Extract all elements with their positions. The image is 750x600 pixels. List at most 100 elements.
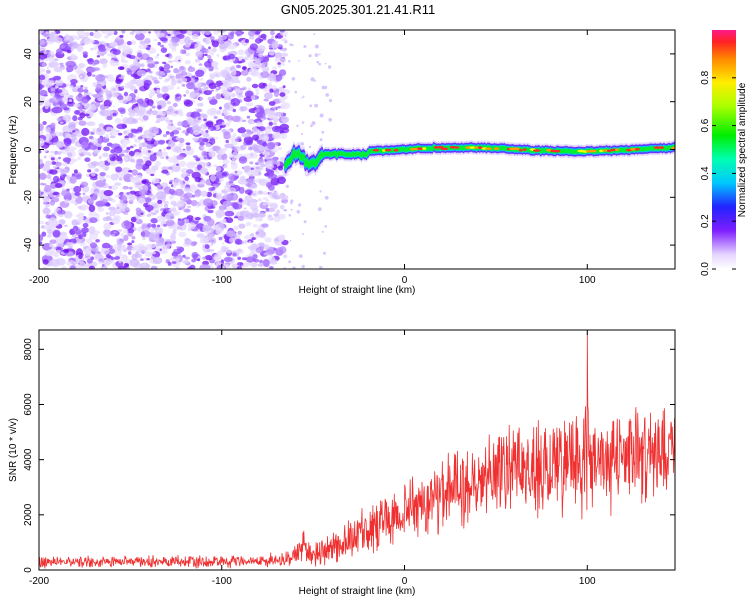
noise-blob bbox=[252, 212, 260, 218]
noise-blob bbox=[85, 238, 93, 244]
noise-blob bbox=[105, 90, 112, 97]
y-tick-label: -40 bbox=[23, 237, 34, 252]
noise-blob bbox=[161, 169, 169, 174]
noise-blob bbox=[196, 108, 203, 113]
noise-blob bbox=[191, 34, 199, 40]
noise-blob bbox=[71, 195, 78, 200]
noise-blob bbox=[266, 113, 271, 118]
noise-blob bbox=[192, 137, 200, 142]
noise-blob bbox=[259, 231, 267, 239]
noise-blob bbox=[222, 159, 230, 165]
signal-peak bbox=[599, 149, 604, 153]
noise-blob bbox=[43, 183, 47, 186]
noise-blob bbox=[115, 78, 122, 85]
y-tick-label: 0 bbox=[23, 146, 34, 152]
noise-blob bbox=[191, 30, 200, 35]
noise-blob bbox=[104, 258, 113, 266]
noise-blob bbox=[178, 142, 184, 148]
noise-blob bbox=[54, 86, 58, 89]
noise-blob bbox=[160, 67, 165, 71]
noise-blob bbox=[223, 248, 229, 252]
noise-blob bbox=[144, 137, 148, 141]
noise-blob bbox=[242, 95, 247, 99]
noise-blob bbox=[232, 252, 237, 257]
noise-blob bbox=[171, 207, 177, 212]
noise-blob bbox=[126, 117, 136, 125]
noise-blob bbox=[189, 184, 196, 188]
noise-blob bbox=[208, 150, 216, 158]
noise-blob bbox=[49, 36, 58, 43]
noise-blob bbox=[178, 59, 181, 62]
noise-blob bbox=[39, 138, 45, 147]
noise-blob bbox=[142, 263, 147, 267]
noise-speck bbox=[305, 174, 308, 177]
noise-blob bbox=[74, 110, 80, 115]
noise-speck bbox=[321, 85, 326, 90]
noise-speck bbox=[309, 104, 313, 108]
noise-blob bbox=[162, 134, 168, 138]
noise-blob bbox=[91, 171, 96, 177]
noise-blob bbox=[257, 190, 263, 195]
x-tick-label: 100 bbox=[579, 576, 596, 587]
signal-peak bbox=[494, 147, 500, 150]
noise-blob bbox=[207, 49, 214, 54]
noise-blob bbox=[134, 30, 142, 35]
noise-blob bbox=[264, 92, 273, 100]
noise-blob bbox=[137, 52, 142, 58]
noise-blob bbox=[202, 132, 210, 138]
noise-speck bbox=[284, 202, 287, 204]
noise-blob bbox=[181, 173, 186, 178]
noise-blob bbox=[109, 59, 115, 64]
signal-peak bbox=[523, 148, 527, 151]
noise-blob bbox=[260, 133, 265, 137]
noise-blob bbox=[73, 103, 80, 108]
noise-blob bbox=[258, 211, 266, 218]
noise-blob bbox=[48, 57, 55, 62]
noise-blob bbox=[112, 112, 117, 116]
signal-peak bbox=[384, 148, 392, 152]
noise-blob bbox=[224, 238, 229, 243]
noise-blob bbox=[195, 157, 200, 162]
noise-blob bbox=[265, 199, 270, 202]
noise-blob bbox=[194, 177, 202, 183]
noise-blob bbox=[249, 161, 254, 165]
noise-blob bbox=[210, 174, 216, 182]
noise-blob bbox=[137, 226, 143, 232]
noise-blob bbox=[194, 108, 198, 111]
noise-blob bbox=[135, 163, 143, 170]
noise-blob bbox=[55, 249, 61, 254]
noise-blob bbox=[168, 188, 176, 195]
noise-blob bbox=[279, 132, 288, 140]
noise-blob bbox=[176, 155, 185, 160]
noise-blob bbox=[123, 131, 127, 134]
noise-blob bbox=[121, 30, 126, 34]
colorbar-tick-label: 0.6 bbox=[700, 118, 711, 132]
noise-blob bbox=[130, 158, 135, 163]
noise-blob bbox=[150, 218, 158, 224]
noise-blob bbox=[228, 237, 236, 243]
noise-blob bbox=[263, 252, 267, 256]
noise-blob bbox=[246, 76, 252, 82]
noise-blob bbox=[54, 30, 61, 34]
noise-blob bbox=[137, 136, 143, 140]
noise-blob bbox=[248, 241, 252, 244]
noise-blob bbox=[130, 85, 136, 91]
noise-blob bbox=[111, 257, 116, 260]
noise-blob bbox=[161, 156, 165, 160]
noise-speck bbox=[301, 133, 303, 136]
noise-blob bbox=[119, 109, 126, 115]
noise-blob bbox=[167, 105, 174, 112]
noise-blob bbox=[230, 69, 237, 76]
noise-blob bbox=[39, 82, 43, 91]
noise-blob bbox=[243, 207, 247, 210]
noise-blob bbox=[135, 207, 142, 213]
noise-blob bbox=[114, 249, 123, 258]
noise-blob bbox=[224, 115, 229, 120]
noise-blob bbox=[186, 205, 192, 208]
y-tick-label: -20 bbox=[23, 190, 34, 205]
signal-peak bbox=[607, 149, 612, 153]
noise-blob bbox=[62, 174, 67, 177]
noise-speck bbox=[314, 103, 318, 108]
noise-blob bbox=[227, 187, 236, 193]
noise-blob bbox=[140, 258, 144, 261]
